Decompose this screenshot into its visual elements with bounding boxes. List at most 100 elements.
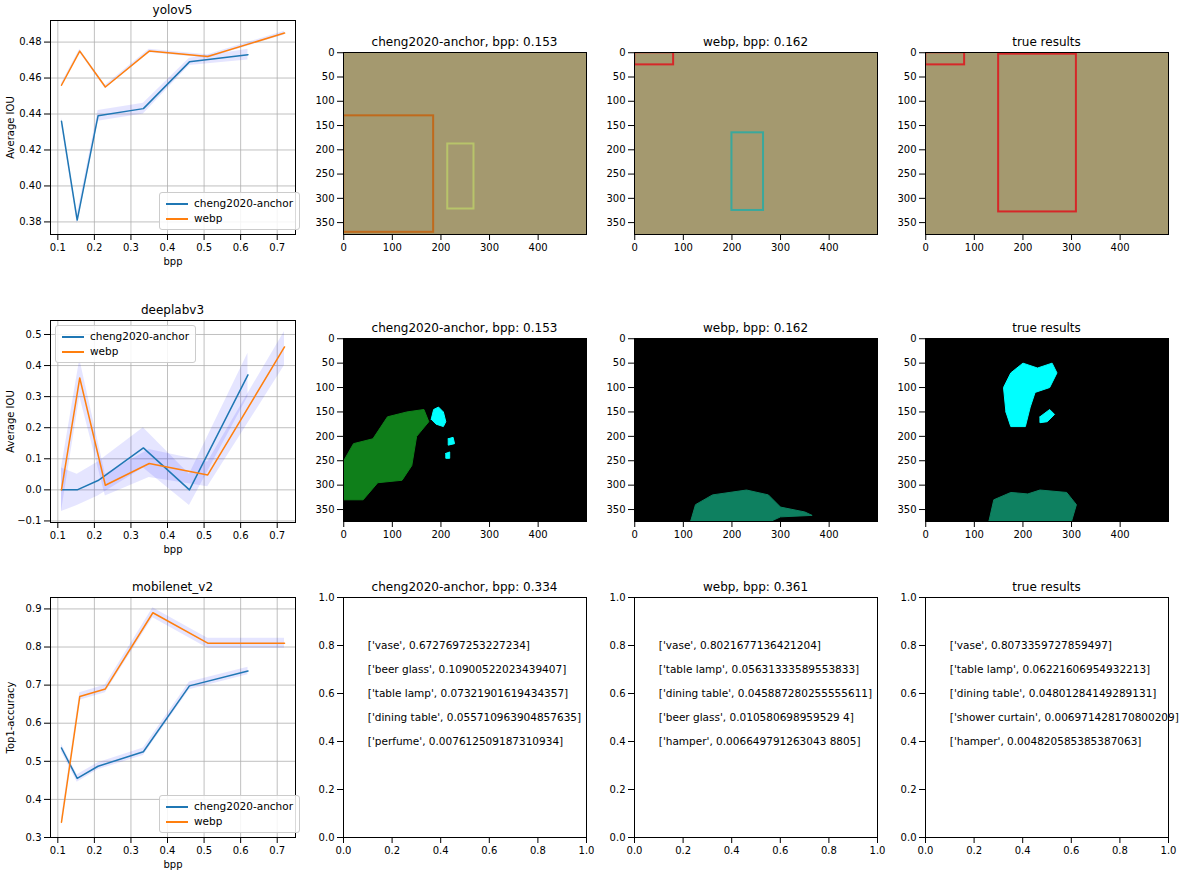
svg-text:0.8: 0.8 [821,845,837,856]
svg-text:0.48: 0.48 [19,36,41,47]
svg-text:300: 300 [1062,242,1081,253]
svg-text:50: 50 [322,357,335,368]
svg-text:0.46: 0.46 [19,72,41,83]
svg-text:0.5: 0.5 [196,242,212,253]
svg-text:0.2: 0.2 [319,784,335,795]
svg-text:400: 400 [820,242,839,253]
svg-text:250: 250 [315,455,334,466]
svg-text:100: 100 [606,382,625,393]
svg-text:50: 50 [322,71,335,82]
svg-text:0.0: 0.0 [319,832,335,843]
svg-text:100: 100 [315,382,334,393]
svg-text:0.4: 0.4 [160,242,176,253]
svg-text:−0.1: −0.1 [17,515,41,526]
svg-text:0.6: 0.6 [233,530,249,541]
svg-text:0.4: 0.4 [26,794,42,805]
svg-text:250: 250 [897,168,916,179]
svg-text:0.4: 0.4 [319,736,335,747]
svg-text:200: 200 [606,431,625,442]
svg-text:0: 0 [923,529,929,540]
svg-text:bpp: bpp [163,544,182,555]
svg-text:['table lamp', 0.0732190161943: ['table lamp', 0.07321901619434357] [368,687,568,699]
svg-text:0.2: 0.2 [610,784,626,795]
svg-text:350: 350 [606,504,625,515]
svg-text:200: 200 [606,144,625,155]
svg-text:300: 300 [315,193,334,204]
svg-text:100: 100 [674,529,693,540]
svg-text:0.6: 0.6 [481,845,497,856]
svg-text:0.4: 0.4 [433,845,449,856]
svg-text:300: 300 [897,479,916,490]
svg-text:1.0: 1.0 [901,592,917,603]
svg-text:0.3: 0.3 [26,832,42,843]
svg-text:0.4: 0.4 [724,845,740,856]
svg-text:0.2: 0.2 [86,242,102,253]
svg-text:0: 0 [632,242,638,253]
svg-text:0.0: 0.0 [26,484,42,495]
svg-text:150: 150 [606,406,625,417]
svg-text:0.4: 0.4 [26,360,42,371]
svg-text:100: 100 [965,242,984,253]
svg-text:0.4: 0.4 [901,736,917,747]
svg-text:['perfume', 0.0076125091873109: ['perfume', 0.007612509187310934] [368,735,563,747]
svg-text:0.3: 0.3 [26,391,42,402]
svg-text:100: 100 [965,529,984,540]
svg-text:0.2: 0.2 [675,845,691,856]
svg-text:['vase', 0.8021677136421204]: ['vase', 0.8021677136421204] [659,639,821,651]
svg-text:50: 50 [613,357,626,368]
svg-text:1.0: 1.0 [870,845,886,856]
svg-text:['dining table', 0.04801284149: ['dining table', 0.04801284149289131] [950,687,1157,699]
svg-text:['beer glass', 0.1090052202343: ['beer glass', 0.10900522023439407] [368,663,566,675]
svg-text:200: 200 [1013,242,1032,253]
svg-text:0.2: 0.2 [26,422,42,433]
svg-text:200: 200 [315,144,334,155]
svg-text:0.6: 0.6 [319,688,335,699]
svg-text:['dining table', 0.05571096390: ['dining table', 0.055710963904857635] [368,711,581,723]
svg-text:350: 350 [315,217,334,228]
svg-text:0.7: 0.7 [269,845,285,856]
svg-text:200: 200 [431,529,450,540]
svg-text:0.2: 0.2 [966,845,982,856]
svg-text:0.2: 0.2 [86,845,102,856]
svg-text:0.9: 0.9 [26,603,42,614]
svg-text:0.38: 0.38 [19,216,41,227]
svg-text:0.6: 0.6 [772,845,788,856]
svg-text:300: 300 [771,529,790,540]
svg-text:300: 300 [606,193,625,204]
svg-text:['hamper', 0.00482058538538706: ['hamper', 0.004820585385387063] [950,735,1142,747]
svg-text:0.3: 0.3 [123,530,139,541]
svg-text:0.6: 0.6 [233,845,249,856]
svg-text:0.0: 0.0 [901,832,917,843]
svg-text:['shower curtain', 0.006971428: ['shower curtain', 0.006971428170800209] [950,711,1179,723]
svg-text:0.5: 0.5 [196,845,212,856]
svg-text:0: 0 [341,529,347,540]
svg-text:300: 300 [1062,529,1081,540]
svg-text:300: 300 [480,242,499,253]
svg-text:0: 0 [341,242,347,253]
svg-text:['table lamp', 0.0622160695493: ['table lamp', 0.06221606954932213] [950,663,1150,675]
svg-text:bpp: bpp [163,859,182,870]
svg-text:['vase', 0.6727697253227234]: ['vase', 0.6727697253227234] [368,639,530,651]
svg-text:0.6: 0.6 [901,688,917,699]
svg-text:200: 200 [1013,529,1032,540]
svg-text:100: 100 [383,529,402,540]
svg-text:0.1: 0.1 [50,530,66,541]
svg-text:0.4: 0.4 [160,845,176,856]
svg-text:400: 400 [529,529,548,540]
svg-text:0: 0 [328,333,334,344]
svg-text:0.8: 0.8 [901,640,917,651]
svg-text:0: 0 [328,47,334,58]
svg-text:250: 250 [606,168,625,179]
svg-text:400: 400 [1111,529,1130,540]
svg-text:300: 300 [606,479,625,490]
svg-text:0: 0 [619,333,625,344]
svg-text:0.1: 0.1 [26,453,42,464]
svg-text:50: 50 [613,71,626,82]
svg-text:100: 100 [897,382,916,393]
svg-text:400: 400 [820,529,839,540]
svg-text:150: 150 [606,120,625,131]
svg-text:250: 250 [897,455,916,466]
svg-text:100: 100 [606,95,625,106]
svg-text:0.0: 0.0 [627,845,643,856]
svg-text:0.5: 0.5 [26,756,42,767]
